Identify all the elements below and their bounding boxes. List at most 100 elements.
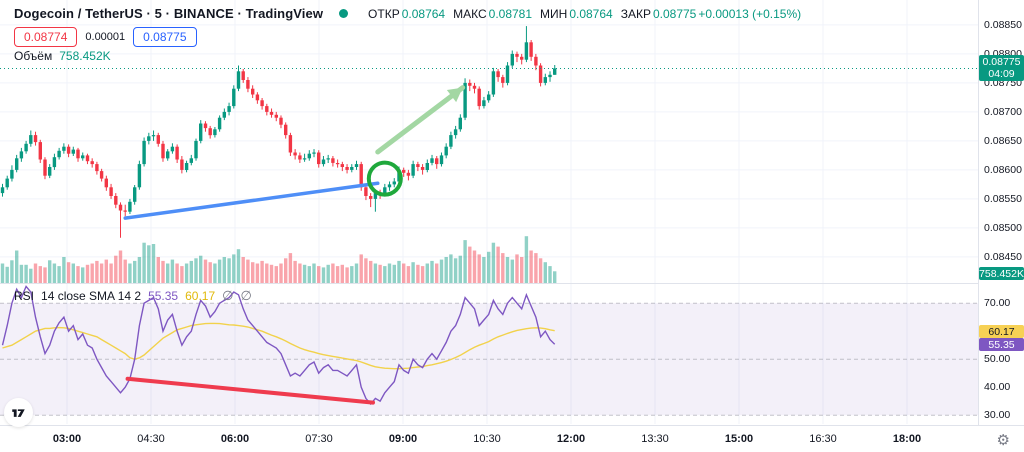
candle-body [175,146,179,160]
volume-bar [312,263,316,283]
candle-body [118,204,123,211]
candle-body [548,74,552,78]
volume-bar [302,264,307,283]
candle-body [184,163,189,170]
candle-body [453,129,458,136]
trendline-drawing[interactable] [123,181,380,220]
candle-body [354,164,359,167]
candle-body [449,135,453,147]
rsi-title[interactable]: RSI [14,289,35,303]
candle-body [293,152,297,156]
candle-body [76,149,80,159]
candle-body [260,100,264,107]
candle-body [298,155,302,160]
volume-bar [430,260,434,283]
volume-bar [298,263,302,283]
candle-body [284,124,288,136]
candle-body [553,68,557,75]
candle-body [251,88,255,95]
price-axis-label: 0.08650 [984,134,1022,147]
volume-bar [161,260,165,283]
high-value: 0.08781 [488,6,533,21]
price-axis-label: 0.08850 [984,18,1022,31]
volume-bar [43,267,47,283]
volume-bar [350,266,354,283]
volume-bar [449,254,453,283]
chart-canvas[interactable] [0,0,1024,425]
rsi-legend: RSI 14 close SMA 14 2 55.35 60.17 ∅ ∅ [14,288,252,304]
volume-bar [147,245,151,283]
volume-bar [383,266,387,283]
arrow-drawing[interactable] [375,85,466,155]
rsi-axis-label: 50.00 [984,353,1011,366]
volume-bar [48,260,52,284]
volume-bar [326,264,330,283]
candle-body [166,151,170,159]
sell-button[interactable]: 0.08774 [14,27,78,47]
volume-bar [364,258,368,283]
candle-body [543,77,547,83]
volume-bar [487,251,491,283]
chart-legend: Dogecoin / TetherUS · 5 · BINANCE · Trad… [14,6,801,21]
candle-body [5,178,9,188]
market-status-icon[interactable] [339,9,349,18]
volume-bar [402,263,406,283]
candle-body [340,164,344,167]
candle-body [81,155,85,159]
volume-bar [85,264,90,283]
candle-body [307,153,311,159]
buy-button[interactable]: 0.08775 [133,27,197,47]
tradingview-logo[interactable] [4,398,33,427]
candle-body [444,146,448,156]
volume-bar [71,263,75,283]
candle-body [71,149,75,154]
volume-bar [501,253,505,283]
candle-body [232,88,236,107]
volume-bar [439,259,444,283]
symbol-title[interactable]: Dogecoin / TetherUS · 5 · BINANCE · Trad… [14,6,324,21]
time-axis-label: 12:00 [556,433,586,445]
volume-bar [62,257,66,283]
volume-badge: 758.452K [979,267,1024,280]
volume-bar [217,259,222,283]
candle-body [269,111,274,115]
volume-bar [369,260,373,283]
candle-body [142,140,146,165]
candle-body [312,152,316,154]
volume-bar [227,258,231,283]
circle-drawing[interactable] [366,160,403,197]
candle-body [317,152,321,165]
candle-body [156,135,160,144]
volume-bar [251,262,255,283]
rsi-value: 55.35 [148,289,179,303]
rsi-band [0,303,978,416]
volume-bar [175,263,179,283]
time-axis[interactable]: ⚙ 03:00 04:30 06:00 07:30 09:00 10:30 12:00 13:… [0,425,1024,452]
time-axis-label: 09:00 [388,433,418,445]
volume-bar [166,263,170,283]
candle-body [57,150,61,158]
volume-bar [279,263,283,283]
price-axis-label: 0.08550 [984,192,1022,205]
volume-bar [340,264,344,283]
candle-body [482,100,486,107]
rsi-line [1,285,556,406]
candle-body [48,167,52,176]
candle-body [180,159,184,170]
candle-body [24,143,28,152]
candle-body [194,140,198,159]
candle-body [189,158,193,163]
volume-value: 758.452K [59,49,111,63]
candle-body [529,42,533,57]
volume-bar [477,254,481,283]
volume-bar [81,267,85,283]
candle-body [321,159,326,165]
rsi-settings-icon[interactable]: ∅ [240,288,252,303]
candle-body [128,201,132,212]
rsi-hide-icon[interactable]: ∅ [222,288,234,303]
volume-bar [472,250,477,283]
candle-body [104,178,108,188]
rsi-trendline-drawing[interactable] [125,376,376,405]
timezone-settings-icon[interactable]: ⚙ [996,432,1010,449]
candle-body [515,53,519,57]
